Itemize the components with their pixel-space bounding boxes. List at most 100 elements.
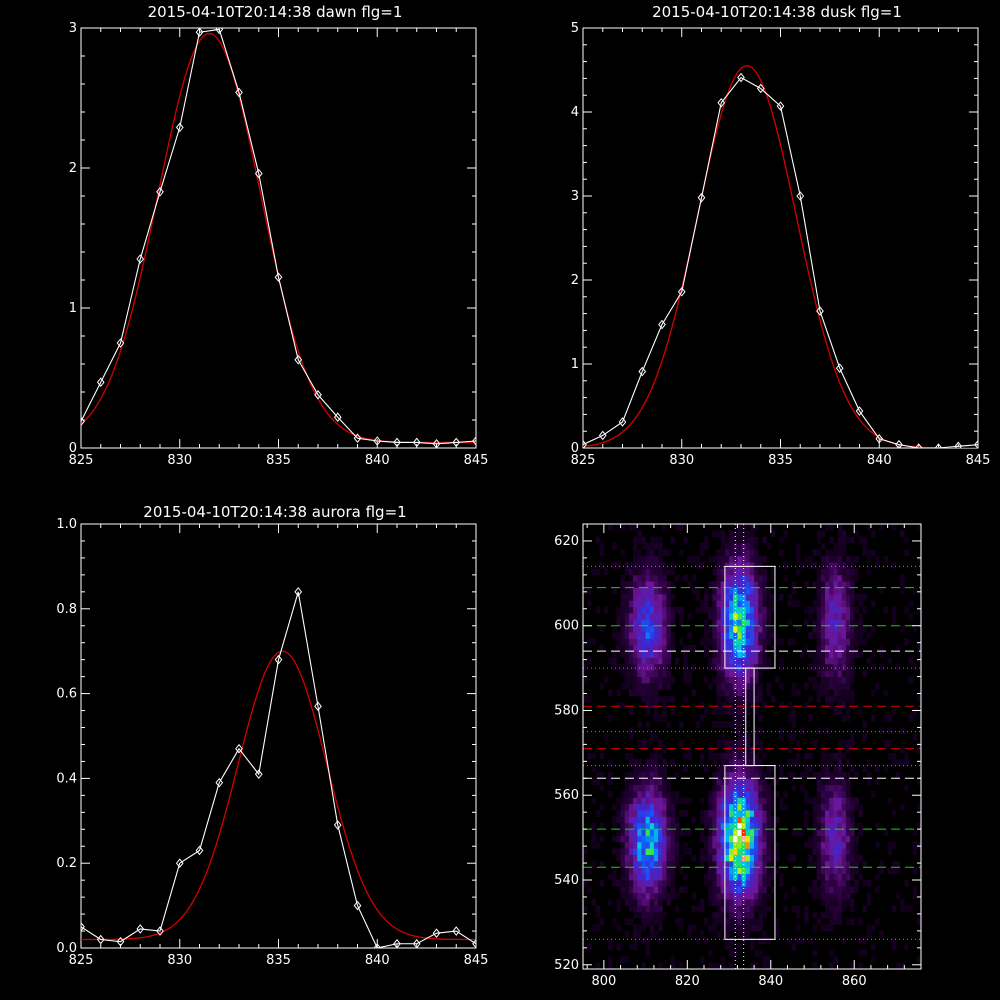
heatmap-cell [845,816,851,824]
heatmap-cell [720,778,726,786]
heatmap-cell [829,899,834,906]
heatmap-cell [737,899,742,906]
heatmap-cell [758,657,763,665]
heatmap-cell [662,606,667,614]
heatmap-cell [887,752,893,760]
heatmap-cell [820,829,826,836]
heatmap-cell [737,682,742,690]
heatmap-cell [620,829,626,836]
heatmap-cell [633,632,638,639]
dusk-y-tick-label: 0 [571,441,579,456]
heatmap-cell [845,695,851,703]
heatmap-cell [833,956,838,964]
dusk-data-point [835,363,844,374]
heatmap-cell [653,689,659,697]
dawn-data-point [136,254,145,264]
heatmap-cell [633,619,638,627]
heatmap-cell [820,765,826,773]
heatmap-cell [716,905,722,913]
heatmap-cell [653,606,659,614]
heatmap-cell [741,822,747,830]
heatmap-cell [637,835,642,843]
heatmap-cell [745,765,751,773]
heatmap-cell [591,638,596,646]
heatmap-cell [829,949,834,957]
heatmap-cell [820,587,826,595]
heatmap-cell [795,689,801,697]
heatmap-cell [658,651,663,658]
heatmap-cell [733,778,738,786]
heatmap-cell [733,822,738,830]
heatmap-cell [845,829,851,836]
heatmap-cell [662,911,667,919]
heatmap-cell [733,848,738,855]
heatmap-cell [845,892,851,900]
dusk-data-point [598,430,607,441]
heatmap-cell [762,638,767,646]
heatmap-cell [770,841,776,849]
heatmap-cell [820,892,826,900]
heatmap-cell [712,593,717,601]
heatmap-cell [737,619,742,627]
heatmap-cell [754,918,759,925]
heatmap-cell [758,791,763,798]
heatmap-cell [754,695,759,703]
heatmap-cell [850,657,855,665]
heatmap-cell [912,867,918,875]
heatmap-cell [645,676,651,684]
heatmap-cell [662,778,667,786]
heatmap-cell [820,778,826,786]
heatmap-cell [749,581,755,588]
heatmap-cell [608,714,613,722]
heatmap-cell [804,797,809,805]
heatmap-cell [691,663,697,671]
heatmap-cell [695,593,701,601]
heatmap-cell [616,880,621,887]
heatmap-cell [754,740,759,747]
heatmap-cell [641,873,646,881]
heatmap-cell [829,867,834,875]
heatmap-cell [662,644,667,652]
heatmap-cell [908,657,914,665]
heatmap-cell [683,752,688,760]
heatmap-cell [737,587,742,595]
heatmap-cell [754,854,759,862]
heatmap-cell [754,702,759,709]
heatmap-cell [833,555,838,563]
heatmap-cell [666,676,672,684]
heatmap-cell [900,581,905,588]
heatmap-cell [637,930,642,938]
heatmap-cell [641,816,646,824]
heatmap-cell [762,555,767,563]
heatmap-cell [854,771,859,779]
heatmap-cell [841,581,847,588]
heatmap-cell [712,638,717,646]
heatmap-cell [729,549,734,557]
heatmap-cell [678,549,684,557]
heatmap-cell [770,765,776,773]
heatmap-cell [628,899,634,906]
heatmap-cell [658,657,663,665]
heatmap-cell [875,841,880,849]
heatmap-cell [729,771,734,779]
heatmap-cell [845,873,851,881]
heatmap-cell [820,530,826,538]
heatmap-cell [845,797,851,805]
heatmap-cell [779,797,784,805]
heatmap-cell [804,581,809,588]
heatmap-cell [912,663,918,671]
aurora-data-point [195,845,204,856]
heatmap-cell [829,822,834,830]
heatmap-cell [816,613,822,620]
heatmap-cell [766,682,772,690]
heatmap-cell [620,835,626,843]
heatmap-cell [666,632,672,639]
heatmap-cell [825,663,830,671]
heatmap-cell [737,606,742,614]
heatmap-cell [637,771,642,779]
heatmap-cell [749,835,755,843]
heatmap-cell [741,930,747,938]
heatmap-cell [837,568,843,576]
heatmap-cell [712,841,717,849]
heatmap-cell [662,562,667,569]
